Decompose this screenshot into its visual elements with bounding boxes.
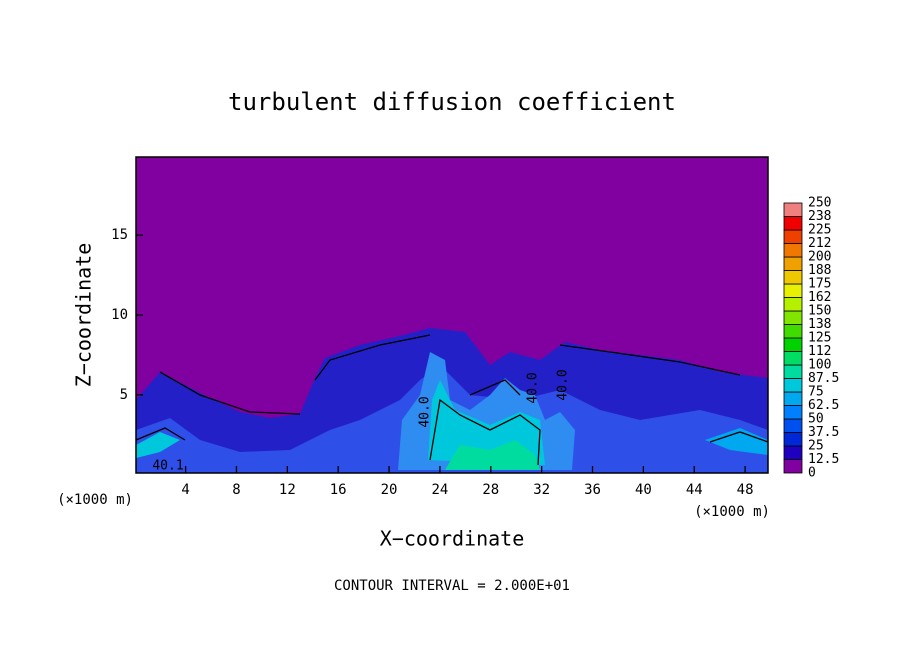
colorbar-box bbox=[783, 445, 803, 460]
colorbar-box bbox=[783, 364, 803, 379]
colorbar-box bbox=[783, 243, 803, 258]
colorbar-box bbox=[783, 310, 803, 325]
colorbar-label: 188 bbox=[808, 263, 831, 278]
contour-label: 40.0 bbox=[526, 372, 541, 403]
x-tick-label: 44 bbox=[686, 482, 703, 498]
colorbar-box bbox=[783, 229, 803, 244]
x-tick-label: 12 bbox=[279, 482, 296, 498]
colorbar-box bbox=[783, 256, 803, 271]
colorbar-label: 138 bbox=[808, 317, 831, 332]
colorbar-box bbox=[783, 378, 803, 393]
x-tick-label: 48 bbox=[737, 482, 754, 498]
colorbar-box bbox=[783, 202, 803, 217]
colorbar-label: 75 bbox=[808, 385, 824, 400]
y-axis-label: Z−coordinate bbox=[72, 243, 96, 388]
x-tick-label: 4 bbox=[181, 482, 189, 498]
footnote: CONTOUR INTERVAL = 2.000E+01 bbox=[334, 578, 570, 594]
x-tick-label: 32 bbox=[533, 482, 550, 498]
colorbar-label: 0 bbox=[808, 466, 816, 481]
colorbar-label: 238 bbox=[808, 209, 831, 224]
x-tick-label: 24 bbox=[431, 482, 448, 498]
colorbar-label: 100 bbox=[808, 358, 831, 373]
x-tick-label: 8 bbox=[232, 482, 240, 498]
colorbar-label: 250 bbox=[808, 196, 831, 211]
colorbar-box bbox=[783, 216, 803, 231]
field-region bbox=[136, 432, 180, 458]
x-unit-label: (×1000 m) bbox=[694, 504, 770, 520]
contour-line bbox=[135, 398, 769, 466]
contour-label: 40.1 bbox=[152, 459, 183, 474]
colorbar-label: 225 bbox=[808, 223, 831, 238]
field-region bbox=[445, 440, 540, 470]
y-tick-label: 5 bbox=[120, 387, 128, 403]
colorbar-box bbox=[783, 418, 803, 433]
contour-label: 40.0 bbox=[556, 369, 571, 400]
colorbar-label: 87.5 bbox=[808, 371, 839, 386]
x-tick-label: 28 bbox=[482, 482, 499, 498]
chart-title: turbulent diffusion coefficient bbox=[228, 88, 676, 116]
field-region bbox=[705, 428, 768, 455]
colorbar-label: 62.5 bbox=[808, 398, 839, 413]
x-tick-label: 36 bbox=[584, 482, 601, 498]
colorbar-label: 162 bbox=[808, 290, 831, 305]
colorbar-label: 12.5 bbox=[808, 452, 839, 467]
colorbar-box bbox=[783, 324, 803, 339]
x-axis-label: X−coordinate bbox=[380, 527, 525, 551]
field: 40.0 40.0 40.0 40.1 bbox=[135, 157, 769, 474]
contour-label: 40.0 bbox=[418, 396, 433, 427]
colorbar-label: 150 bbox=[808, 304, 831, 319]
colorbar-label: 50 bbox=[808, 412, 824, 427]
x-tick-label: 40 bbox=[635, 482, 652, 498]
colorbar-box bbox=[783, 337, 803, 352]
colorbar-box bbox=[783, 432, 803, 447]
x-unit-label: (×1000 m) bbox=[57, 492, 133, 508]
colorbar-box bbox=[783, 351, 803, 366]
x-tick-label: 16 bbox=[330, 482, 347, 498]
colorbar-box bbox=[783, 270, 803, 285]
colorbar-label: 125 bbox=[808, 331, 831, 346]
colorbar-box bbox=[783, 405, 803, 420]
colorbar-label: 200 bbox=[808, 250, 831, 265]
colorbar-label: 37.5 bbox=[808, 425, 839, 440]
y-tick-label: 15 bbox=[111, 227, 128, 243]
contour-line bbox=[159, 334, 741, 415]
colorbar-box bbox=[783, 297, 803, 312]
colorbar-label: 25 bbox=[808, 439, 824, 454]
colorbar-box bbox=[783, 459, 803, 474]
colorbar-label: 212 bbox=[808, 236, 831, 251]
colorbar-label: 175 bbox=[808, 277, 831, 292]
colorbar-label: 112 bbox=[808, 344, 831, 359]
x-tick-label: 20 bbox=[381, 482, 398, 498]
colorbar-box bbox=[783, 391, 803, 406]
colorbar-box bbox=[783, 283, 803, 298]
y-tick-label: 10 bbox=[111, 307, 128, 323]
